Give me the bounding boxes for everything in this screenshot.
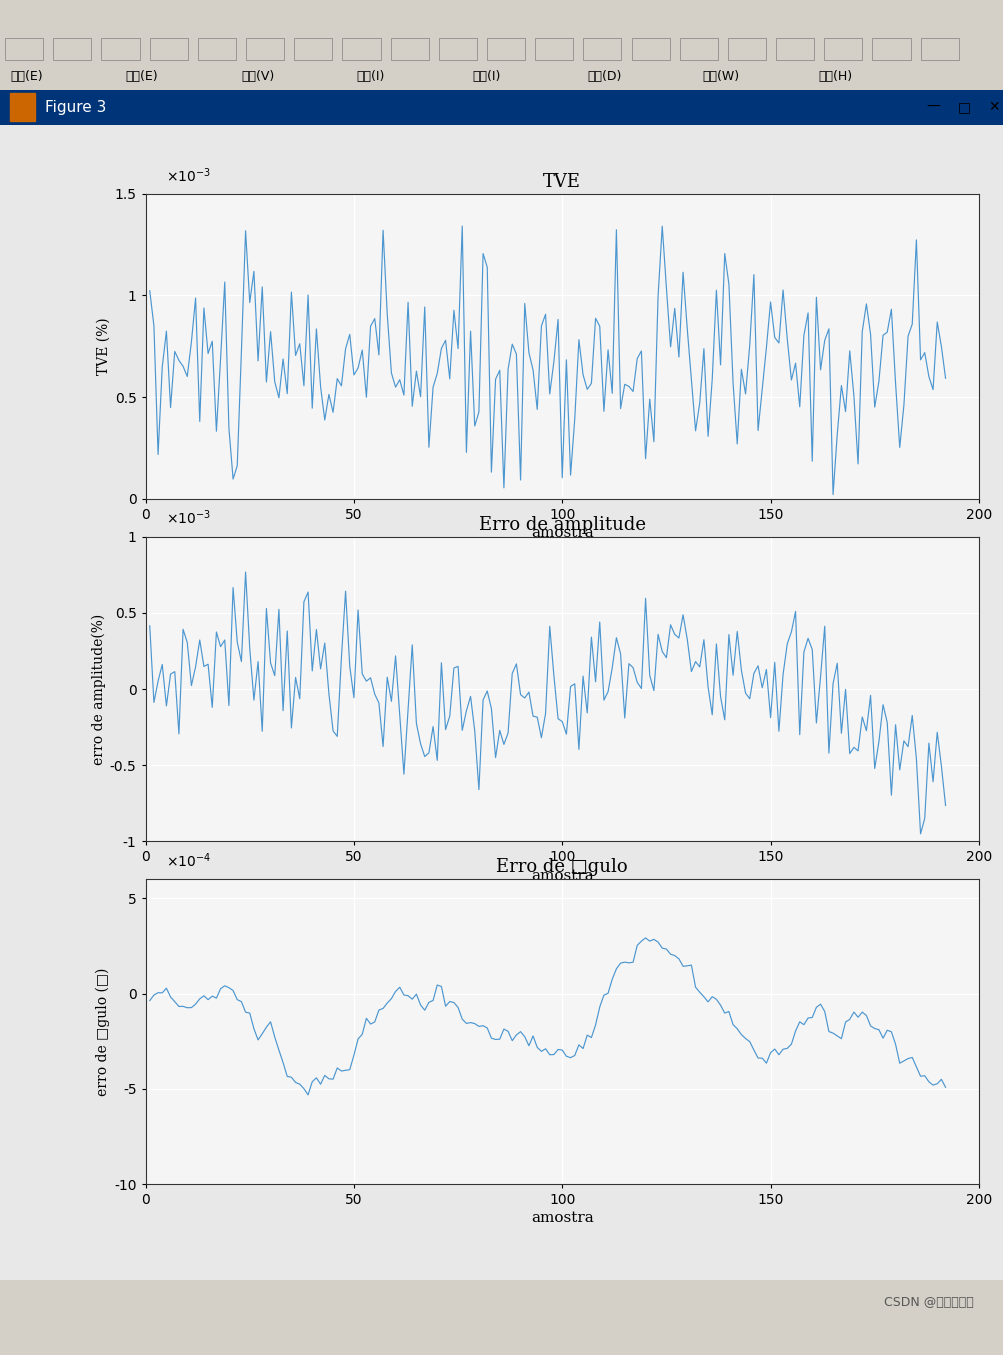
Bar	[5, 38, 43, 60]
Y-axis label: TVE (%): TVE (%)	[96, 317, 110, 375]
Text: $\times 10^{-3}$: $\times 10^{-3}$	[166, 509, 212, 527]
Text: □: □	[956, 100, 970, 114]
Bar	[10, 93, 35, 121]
Text: 文件(E): 文件(E)	[10, 69, 42, 83]
Bar	[631, 38, 669, 60]
Bar	[390, 38, 428, 60]
Text: 编辑(E): 编辑(E)	[125, 69, 157, 83]
X-axis label: amostra: amostra	[531, 526, 593, 539]
Text: ✕: ✕	[987, 100, 999, 114]
X-axis label: amostra: amostra	[531, 1211, 593, 1225]
Text: CSDN @茎枝科研社: CSDN @茎枝科研社	[884, 1297, 973, 1309]
Bar	[583, 38, 621, 60]
Title: Erro de □gulo: Erro de □gulo	[495, 859, 628, 877]
Bar	[679, 38, 717, 60]
Bar	[53, 38, 91, 60]
Bar	[101, 38, 139, 60]
Bar	[342, 38, 380, 60]
Bar	[535, 38, 573, 60]
Text: 插入(I): 插入(I)	[356, 69, 384, 83]
Bar	[775, 38, 813, 60]
Bar	[823, 38, 862, 60]
Text: 查看(V): 查看(V)	[241, 69, 274, 83]
Title: Erro de amplitude: Erro de amplitude	[478, 516, 645, 534]
Bar	[920, 38, 958, 60]
Text: 桌面(D): 桌面(D)	[587, 69, 621, 83]
Bar	[727, 38, 765, 60]
Bar	[198, 38, 236, 60]
Text: —: —	[926, 100, 940, 114]
Text: $\times 10^{-4}$: $\times 10^{-4}$	[166, 852, 212, 870]
Title: TVE: TVE	[543, 173, 581, 191]
X-axis label: amostra: amostra	[531, 869, 593, 882]
Bar	[294, 38, 332, 60]
Y-axis label: erro de □gulo (□): erro de □gulo (□)	[95, 967, 109, 1096]
Y-axis label: erro de amplitude(%): erro de amplitude(%)	[91, 614, 105, 764]
Text: Figure 3: Figure 3	[45, 100, 106, 115]
Bar	[872, 38, 910, 60]
Bar	[246, 38, 284, 60]
Text: 工具(I): 工具(I)	[471, 69, 499, 83]
Text: 帮助(H): 帮助(H)	[817, 69, 852, 83]
Bar	[486, 38, 525, 60]
Bar	[438, 38, 476, 60]
Bar	[149, 38, 188, 60]
Text: 窗口(W): 窗口(W)	[702, 69, 739, 83]
Text: $\times 10^{-3}$: $\times 10^{-3}$	[166, 167, 212, 184]
